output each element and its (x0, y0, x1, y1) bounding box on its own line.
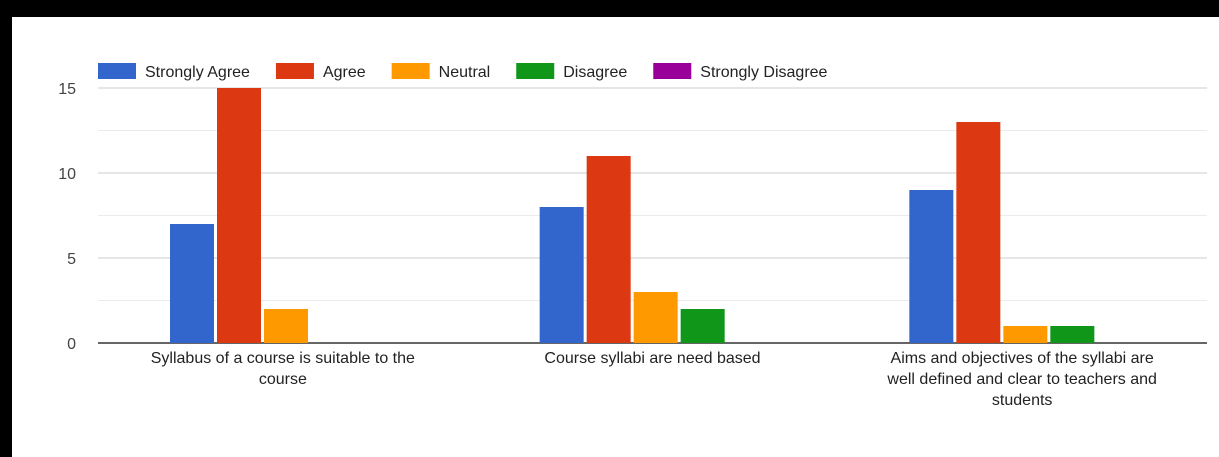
bar-agree (217, 88, 261, 343)
bar-neutral (1003, 326, 1048, 343)
bar-disagree (680, 309, 725, 343)
legend-label: Disagree (563, 64, 627, 81)
legend-swatch (516, 63, 555, 79)
x-axis: Syllabus of a course is suitable to the c… (151, 350, 1157, 409)
y-tick-label: 15 (58, 81, 76, 98)
x-category-label: Course syllabi are need based (544, 350, 760, 367)
legend-label: Strongly Agree (145, 64, 250, 81)
bar-strongly-agree (909, 190, 954, 343)
bar-agree (956, 122, 1001, 343)
x-category-label: Syllabus of a course is suitable to the c… (151, 350, 415, 388)
chart-panel: 0 5 10 15 Syllabus of a course is suitable … (12, 17, 1219, 457)
legend-swatch (653, 63, 692, 79)
bar-agree (586, 156, 631, 343)
bar-strongly-agree (170, 224, 214, 343)
legend-label: Strongly Disagree (700, 64, 827, 81)
legend-label: Neutral (439, 64, 491, 81)
bars (170, 88, 1095, 343)
x-category-label: Aims and objectives of the syllabi are we… (886, 350, 1157, 409)
bar-chart: 0 5 10 15 Syllabus of a course is suitable … (58, 63, 1207, 409)
legend-swatch (275, 63, 314, 79)
y-axis: 0 5 10 15 (58, 81, 76, 353)
y-tick-label: 0 (67, 336, 76, 353)
bar-neutral (633, 292, 678, 343)
bar-neutral (264, 309, 308, 343)
legend-swatch (98, 63, 136, 79)
legend-label: Agree (323, 64, 366, 81)
y-tick-label: 10 (58, 166, 76, 183)
legend-swatch (391, 63, 430, 79)
legend: Strongly Agree Agree Neutral Disagree Strong… (98, 63, 828, 81)
bar-disagree (1050, 326, 1095, 343)
y-tick-label: 5 (67, 251, 76, 268)
bar-strongly-agree (539, 207, 584, 343)
